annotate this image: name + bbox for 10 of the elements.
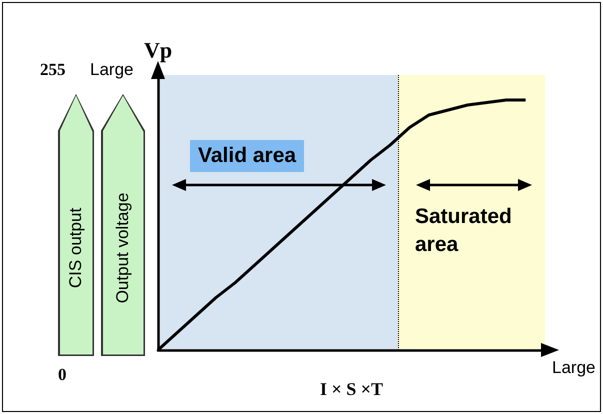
text: CIS output	[66, 208, 86, 288]
text: Output voltage	[113, 192, 133, 304]
text: 255	[40, 60, 66, 80]
text: Large	[552, 358, 596, 378]
annotation: Saturated area	[415, 204, 512, 258]
text: 0	[58, 365, 66, 385]
y-axis-title: Vp	[144, 38, 172, 62]
text: Large	[90, 60, 134, 80]
annotation: Valid area	[190, 140, 304, 172]
x-axis-title: I × S ×T	[320, 379, 384, 399]
